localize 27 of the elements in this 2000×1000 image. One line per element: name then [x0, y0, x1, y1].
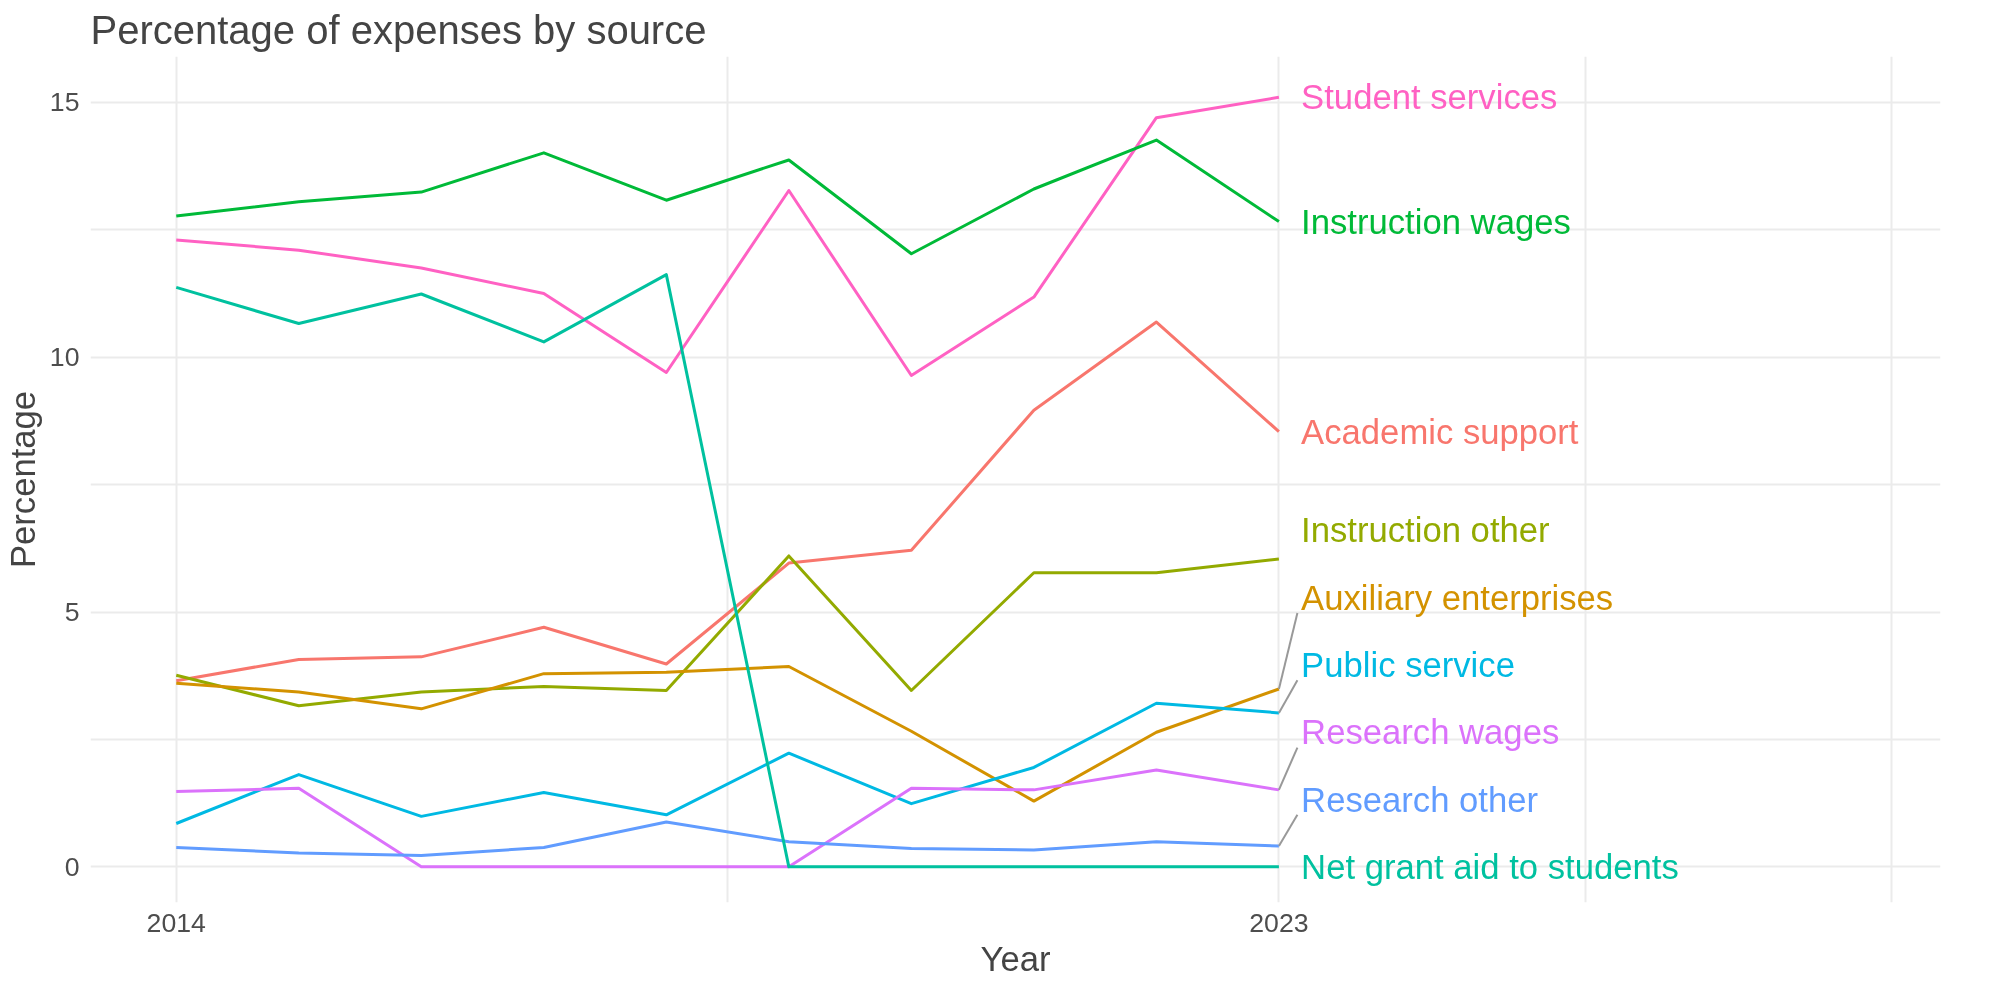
line-series — [174, 138, 1281, 256]
text: Auxiliary enterprises — [1301, 578, 1614, 617]
y-tick-label: 5 — [64, 597, 80, 628]
x-tick-label: 2023 — [1249, 907, 1309, 938]
series-label: Research other — [1301, 780, 1539, 819]
series-label: Academic support — [1301, 412, 1579, 451]
line-series — [174, 95, 1281, 378]
line-series — [174, 820, 1281, 858]
line-series — [174, 701, 1281, 826]
x-axis-title: Year — [980, 939, 1051, 978]
line-series — [174, 554, 1281, 708]
series-label: Public service — [1301, 646, 1515, 685]
series-label: Research wages — [1301, 713, 1560, 752]
y-tick-label: 0 — [64, 851, 80, 882]
line-series — [174, 273, 1281, 869]
series-label: Net grant aid to students — [1301, 847, 1679, 886]
series-label: Instruction other — [1301, 511, 1550, 550]
line-series — [174, 665, 1281, 803]
chart-title: Percentage of expenses by source — [90, 7, 707, 52]
y-tick-label: 10 — [49, 342, 80, 373]
series-label: Instruction wages — [1301, 202, 1571, 241]
y-axis-title: Percentage — [3, 390, 42, 569]
x-tick-label: 2014 — [146, 907, 207, 938]
y-tick-label: 15 — [49, 87, 80, 118]
line-series — [174, 320, 1281, 683]
line-series — [174, 768, 1281, 869]
series-label: Student services — [1301, 78, 1558, 117]
